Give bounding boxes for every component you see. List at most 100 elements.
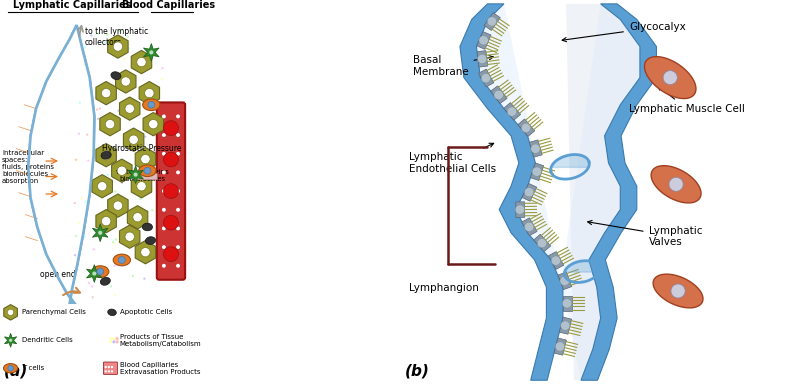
Circle shape [163,189,164,192]
Ellipse shape [114,254,130,266]
Circle shape [75,235,77,237]
Ellipse shape [3,364,17,373]
Circle shape [97,118,99,120]
Circle shape [102,151,111,160]
Circle shape [149,114,152,116]
Polygon shape [123,128,144,151]
Circle shape [129,135,138,144]
Circle shape [164,215,179,230]
Circle shape [118,176,120,178]
Circle shape [155,133,157,135]
Circle shape [131,113,133,115]
Polygon shape [491,86,507,104]
Circle shape [116,340,118,343]
Circle shape [98,32,100,35]
Circle shape [7,309,13,315]
Circle shape [113,218,115,221]
Circle shape [106,34,109,36]
Circle shape [669,177,683,191]
Circle shape [479,36,488,45]
Text: Hydrostatic Pressure: Hydrostatic Pressure [102,144,181,153]
Circle shape [671,284,685,298]
Circle shape [102,217,111,226]
Ellipse shape [139,165,156,177]
Circle shape [110,285,112,287]
Circle shape [118,30,120,32]
Circle shape [93,146,95,148]
Circle shape [129,132,132,134]
Polygon shape [477,51,488,67]
Circle shape [141,154,150,164]
Polygon shape [29,25,94,303]
Circle shape [148,251,151,253]
Text: Blood Capillaries: Blood Capillaries [122,0,215,10]
Circle shape [91,104,94,107]
Circle shape [86,133,88,136]
Circle shape [8,365,13,371]
Text: open end: open end [40,270,76,279]
Circle shape [109,224,111,226]
Circle shape [162,189,166,193]
Polygon shape [4,305,17,320]
Text: Intracellular
spaces:
fluids, proteins
biomolecules
absorption: Intracellular spaces: fluids, proteins b… [2,150,54,184]
Circle shape [105,366,107,368]
Circle shape [532,167,542,176]
Polygon shape [563,296,572,311]
Circle shape [107,39,110,42]
Circle shape [531,144,540,153]
Circle shape [79,102,81,104]
Polygon shape [108,194,128,217]
Polygon shape [503,103,521,120]
Circle shape [561,321,570,330]
Circle shape [106,174,109,176]
Circle shape [78,133,80,135]
Ellipse shape [143,99,160,111]
Circle shape [162,157,164,159]
Circle shape [97,268,104,275]
Polygon shape [131,50,152,74]
Circle shape [164,121,179,135]
Circle shape [176,245,180,249]
Circle shape [481,73,491,83]
Circle shape [78,222,80,224]
Circle shape [81,197,83,199]
Ellipse shape [111,72,121,80]
Circle shape [144,135,146,138]
Polygon shape [119,97,140,120]
Polygon shape [534,234,550,252]
Circle shape [494,90,503,100]
Circle shape [144,167,151,174]
Circle shape [74,254,76,256]
Text: Apoptotic Cells: Apoptotic Cells [120,309,172,315]
Circle shape [176,152,180,156]
Polygon shape [135,147,156,171]
Circle shape [121,77,130,86]
Polygon shape [460,4,563,380]
Circle shape [555,342,565,351]
Circle shape [145,88,154,98]
Polygon shape [119,225,140,248]
Circle shape [98,182,107,191]
Circle shape [176,227,180,230]
Polygon shape [530,140,542,157]
Circle shape [92,42,94,44]
Circle shape [84,201,87,203]
Circle shape [562,299,572,308]
Text: Products of Tissue
Metabolism/Catabolism: Products of Tissue Metabolism/Catabolism [120,334,202,347]
Circle shape [114,190,117,192]
Circle shape [162,208,166,212]
Circle shape [116,337,118,340]
Circle shape [121,182,123,184]
Circle shape [515,205,525,214]
Circle shape [161,67,164,69]
Circle shape [103,281,106,283]
Polygon shape [558,272,572,289]
Circle shape [113,340,116,343]
Circle shape [83,47,86,49]
Circle shape [560,276,569,286]
Circle shape [176,208,180,212]
Circle shape [477,54,487,64]
Circle shape [93,248,95,251]
Circle shape [114,294,117,296]
Polygon shape [87,265,102,282]
